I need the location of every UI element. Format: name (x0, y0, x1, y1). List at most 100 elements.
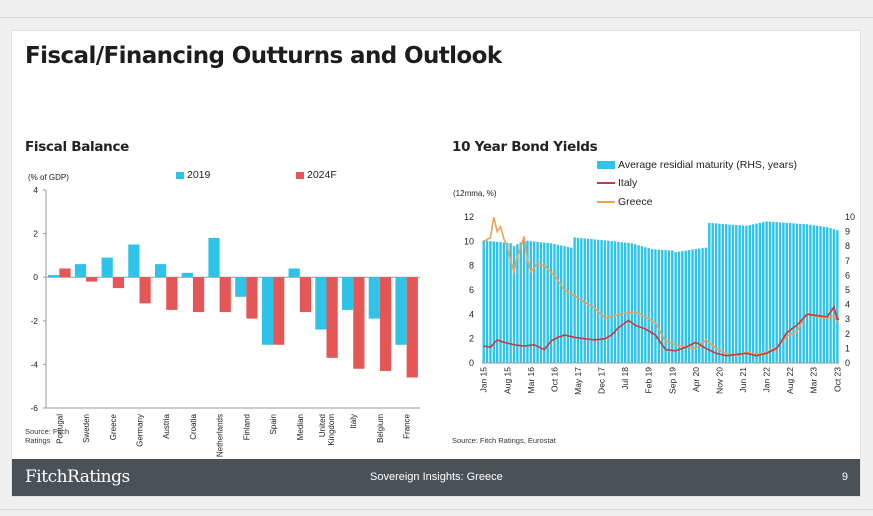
yields-x-tick-label: May 17 (573, 367, 583, 395)
maturity-bar (576, 237, 580, 363)
maturity-bar (660, 249, 664, 363)
yields-x-label-group: Sep 19 (667, 367, 677, 394)
fiscal-balance-chart: 4 2 0 -2 -4 -6 Portugal Sweden Greece Germany Aus… (30, 185, 420, 457)
maturity-bar (718, 223, 721, 363)
fiscal-y-tick-label: 0 (33, 272, 38, 282)
yields-x-label-group: Mar 16 (526, 367, 536, 394)
maturity-bar (570, 247, 573, 363)
fiscal-x-label-group: Spain (269, 414, 278, 434)
maturity-bar (489, 241, 492, 363)
fiscal-y-tick-label: 2 (33, 229, 38, 239)
maturity-bar (664, 250, 667, 363)
yields-x-tick-label: Oct 23 (832, 367, 842, 392)
maturity-bar (640, 246, 644, 363)
maturity-bar (681, 251, 684, 363)
fiscal-x-tick-label-croatia: Croatia (189, 413, 198, 439)
maturity-bar (735, 225, 738, 363)
bar-2024f-greece (112, 277, 125, 289)
fiscal-y-tick-label: -4 (30, 359, 38, 369)
bar-2024f-median (299, 277, 312, 313)
maturity-bar (600, 240, 603, 363)
maturity-bar (772, 221, 775, 363)
maturity-bar (506, 242, 509, 363)
maturity-bar (671, 250, 674, 363)
fiscal-x-label-group: Belgium (376, 414, 385, 443)
bar-2024f-germany (139, 277, 151, 304)
legend-item-greece: Greece (597, 196, 652, 208)
fiscal-x-label-group: Median (296, 414, 305, 440)
bar-2019-netherlands (208, 237, 220, 278)
maturity-bar (529, 241, 533, 363)
yields-y2-tick-label: 7 (845, 256, 850, 266)
legend-item-italy: Italy (597, 177, 637, 189)
maturity-bar (617, 241, 620, 363)
maturity-bar (482, 240, 485, 363)
maturity-bar (512, 246, 516, 363)
yields-unit-label: (12mma, %) (453, 189, 497, 198)
bar-2019-italy (341, 277, 354, 310)
maturity-bar (799, 223, 802, 363)
yields-x-label-group: Oct 16 (549, 367, 559, 392)
line-italy (483, 305, 839, 357)
bar-2019-portugal (48, 275, 60, 278)
maturity-bar (687, 250, 691, 363)
maturity-bar (832, 229, 836, 363)
bar-2019-france (395, 277, 407, 345)
maturity-bar (630, 243, 634, 363)
maturity-bar (825, 227, 829, 363)
maturity-bar (694, 249, 698, 363)
maturity-bar (836, 230, 839, 363)
yields-x-label-group: Mar 23 (809, 367, 819, 394)
maturity-bar (566, 246, 570, 363)
bar-2024f-austria (166, 277, 178, 310)
maturity-bar (775, 222, 778, 363)
maturity-bar (543, 242, 546, 363)
maturity-bar (634, 244, 637, 363)
yields-y-tick-label: 0 (469, 358, 474, 368)
maturity-bar (539, 242, 543, 363)
yields-x-tick-label: Dec 17 (597, 367, 607, 394)
maturity-bar (795, 223, 799, 363)
maturity-bar (532, 241, 536, 363)
maturity-bar (704, 247, 708, 363)
maturity-bar (792, 223, 795, 363)
maturity-bar (714, 223, 718, 363)
yields-y-tick-label: 2 (469, 334, 474, 344)
maturity-bar (751, 224, 755, 363)
yields-x-label-group: Aug 15 (502, 367, 512, 394)
fiscal-x-tick-label-france: France (403, 413, 412, 438)
maturity-bar (627, 242, 630, 363)
maturity-bar (556, 244, 559, 363)
maturity-bar (637, 245, 640, 363)
maturity-bar (499, 242, 502, 363)
maturity-bar (829, 228, 832, 363)
maturity-bar (748, 225, 751, 363)
fiscal-x-label-group: Austria (162, 413, 171, 438)
maturity-bar (741, 225, 745, 363)
yields-x-label-group: Apr 20 (691, 367, 701, 392)
fiscal-x-tick-label-germany: Germany (136, 414, 145, 447)
yields-x-tick-label: Jan 15 (479, 367, 489, 393)
yields-x-tick-label: Jun 21 (738, 367, 748, 393)
yields-y2-tick-label: 5 (845, 285, 850, 295)
chart-title-fiscal-balance: Fiscal Balance (25, 139, 130, 155)
bar-2019-sweden (74, 264, 87, 278)
maturity-bar (782, 222, 785, 363)
fiscal-x-label-group: United Kingdom (318, 414, 336, 446)
legend-label-2019: 2019 (187, 169, 211, 181)
fiscal-x-label-group: Germany (136, 414, 145, 447)
legend-swatch-greece (597, 201, 615, 204)
yields-y2-tick-label: 9 (845, 227, 850, 237)
slide: Fiscal/Financing Outturns and Outlook Fi… (11, 30, 861, 497)
maturity-bar (522, 240, 526, 363)
yields-x-tick-label: Aug 15 (502, 367, 512, 394)
bar-2019-spain (261, 277, 274, 345)
maturity-bar (519, 242, 522, 363)
yields-x-label-group: Jul 18 (620, 367, 630, 390)
maturity-bar (583, 238, 586, 363)
maturity-bar (724, 224, 728, 363)
fiscal-x-label-group: Croatia (189, 413, 198, 439)
maturity-bar (745, 225, 748, 363)
maturity-bar (721, 224, 725, 363)
